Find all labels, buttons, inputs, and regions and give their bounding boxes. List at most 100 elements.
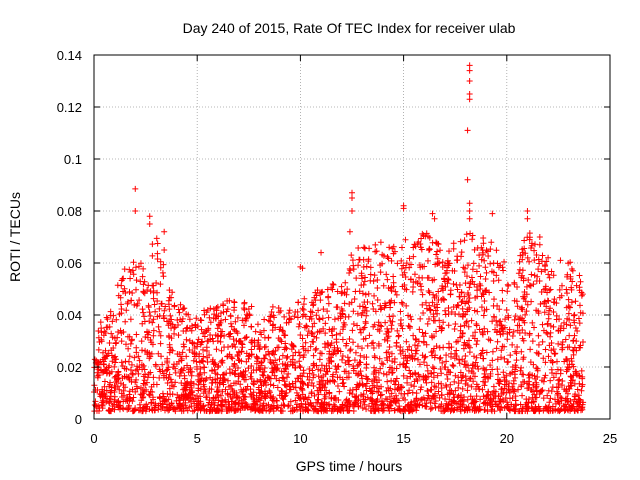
data-point: [210, 395, 217, 402]
data-point: [263, 402, 270, 409]
data-point: [393, 291, 400, 298]
data-point: [226, 331, 233, 338]
data-point: [217, 319, 224, 326]
data-point: [504, 359, 511, 366]
data-point: [164, 380, 171, 387]
data-point: [458, 392, 465, 399]
data-point: [281, 368, 288, 375]
data-point: [580, 399, 587, 406]
data-point: [171, 330, 178, 337]
data-point: [543, 404, 550, 411]
data-point: [528, 242, 535, 249]
data-point: [558, 397, 565, 404]
data-point: [514, 303, 521, 310]
data-point: [133, 302, 140, 309]
data-point: [283, 319, 290, 326]
data-point: [134, 385, 141, 392]
data-point: [224, 407, 231, 414]
data-point: [218, 358, 225, 365]
data-point: [280, 328, 287, 335]
data-point: [395, 332, 402, 339]
data-point: [108, 352, 115, 359]
data-point: [406, 343, 413, 350]
data-point: [144, 287, 151, 294]
data-point: [546, 287, 553, 294]
data-point: [432, 390, 439, 397]
data-point: [129, 371, 136, 378]
data-point: [406, 255, 413, 262]
data-point: [95, 334, 102, 341]
data-point: [149, 252, 156, 259]
data-point: [208, 386, 215, 393]
data-point: [221, 371, 228, 378]
data-point: [150, 327, 157, 334]
data-point: [398, 257, 405, 264]
data-point: [372, 367, 379, 374]
data-point: [439, 359, 446, 366]
data-point: [344, 286, 351, 293]
data-point: [406, 264, 413, 271]
data-point: [217, 374, 224, 381]
data-point: [232, 344, 239, 351]
data-point: [348, 252, 355, 259]
data-point: [331, 316, 338, 323]
data-point: [339, 356, 346, 363]
data-point: [370, 405, 377, 412]
data-point: [365, 376, 372, 383]
data-point: [254, 378, 261, 385]
data-point: [315, 408, 322, 415]
data-point: [430, 348, 437, 355]
data-point: [472, 329, 479, 336]
data-point: [396, 387, 403, 394]
data-point: [555, 399, 562, 406]
data-point: [208, 379, 215, 386]
data-point: [146, 392, 153, 399]
data-point: [318, 249, 325, 256]
data-point: [504, 336, 511, 343]
data-point: [112, 379, 119, 386]
data-point: [224, 377, 231, 384]
data-point: [252, 328, 259, 335]
data-point: [141, 313, 148, 320]
data-point: [257, 402, 264, 409]
data-point: [353, 275, 360, 282]
data-point: [358, 270, 365, 277]
data-point: [157, 281, 164, 288]
data-point: [480, 234, 487, 241]
data-point: [386, 244, 393, 251]
data-point: [265, 374, 272, 381]
data-point: [476, 386, 483, 393]
data-point: [175, 322, 182, 329]
data-point: [289, 380, 296, 387]
data-point: [553, 370, 560, 377]
data-point: [235, 357, 242, 364]
data-point: [505, 314, 512, 321]
data-point: [141, 388, 148, 395]
data-point: [499, 396, 506, 403]
data-point: [292, 378, 299, 385]
data-point: [161, 307, 168, 314]
data-point: [164, 390, 171, 397]
data-point: [229, 355, 236, 362]
data-point: [546, 399, 553, 406]
data-point: [300, 367, 307, 374]
data-point: [527, 359, 534, 366]
data-point: [281, 393, 288, 400]
data-point: [459, 333, 466, 340]
data-point: [535, 256, 542, 263]
data-point: [206, 397, 213, 404]
data-point: [167, 312, 174, 319]
data-point: [288, 341, 295, 348]
data-point: [434, 310, 441, 317]
data-point: [145, 304, 152, 311]
data-point: [469, 266, 476, 273]
data-point: [469, 232, 476, 239]
data-point: [420, 232, 427, 239]
data-point: [444, 406, 451, 413]
data-point: [498, 386, 505, 393]
data-point: [265, 317, 272, 324]
data-point: [398, 265, 405, 272]
data-point: [328, 395, 335, 402]
data-point: [407, 261, 414, 268]
data-point: [133, 331, 140, 338]
